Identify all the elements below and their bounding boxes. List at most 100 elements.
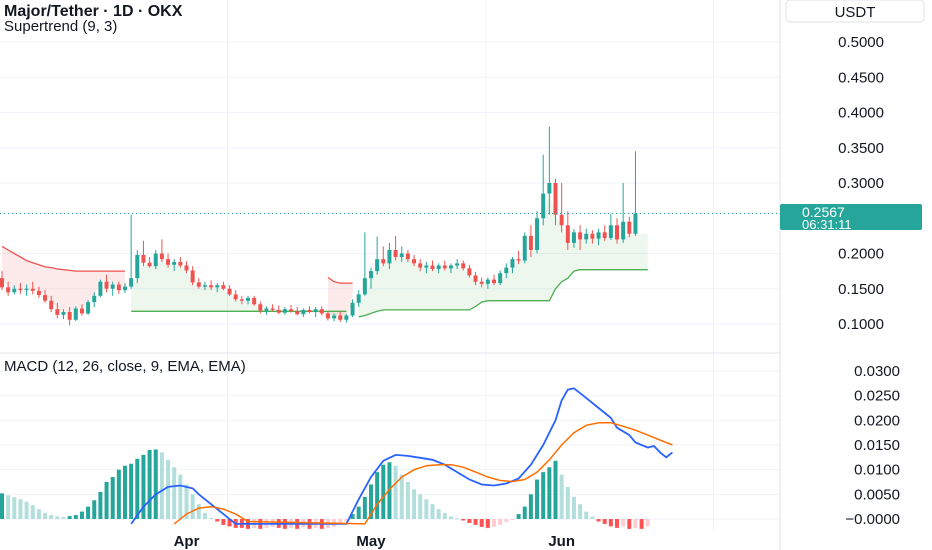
macd-histogram-bar [498,519,503,525]
macd-histogram-bar [270,519,275,527]
candle-body [55,309,60,315]
candle-body [252,297,257,305]
macd-histogram-bar [430,504,435,519]
macd-tick-label: 0.0050 [854,486,900,503]
currency-box[interactable] [785,0,925,23]
macd-histogram-bar [12,497,17,519]
candle-body [147,262,152,267]
candle-body [578,232,583,240]
candle-body [387,249,392,264]
macd-line[interactable] [130,387,673,525]
price-candles[interactable] [0,126,638,326]
candle-body [49,300,54,310]
candle-body [313,309,318,313]
candle-body [442,265,447,269]
candle-body [412,259,417,264]
supertrend-line-up [358,269,648,318]
macd-histogram-bar [504,519,509,522]
price-tick-label: 0.1500 [838,281,884,298]
candle-body [461,263,466,269]
macd-histogram-bar [375,472,380,519]
supertrend-fill-up [131,259,347,320]
macd-histogram-bar [73,515,78,519]
signal-line[interactable] [173,422,673,525]
macd-histogram-bar [43,513,48,519]
macd-histogram-bar [184,484,189,519]
candle-body [436,265,441,270]
candle-body [553,183,558,215]
candle-body [405,253,410,260]
supertrend-indicator-label[interactable]: Supertrend (9, 3) [4,18,117,35]
macd-histogram-bar [356,506,361,519]
candle-body [399,253,404,258]
currency-label: USDT [835,4,876,21]
macd-histogram-bar [221,519,226,525]
time-tick-label: May [356,533,386,550]
candle-body [492,279,496,284]
macd-histogram-bar [627,519,632,529]
macd-histogram-bar [147,449,152,519]
candle-body [92,295,97,303]
macd-tick-label: 0.0150 [854,437,900,454]
macd-histogram-bar [196,504,201,519]
macd-histogram-bar [393,465,398,519]
candle-body [79,308,84,314]
time-tick-label: Apr [174,533,200,550]
candle-body [541,193,546,219]
macd-histogram-bar [110,477,115,519]
macd-histogram-bar [153,449,158,519]
candle-body [159,253,164,260]
candle-body [547,183,552,194]
macd-histogram-bar [18,499,23,519]
macd-histogram-bar [6,495,11,519]
candle-body [430,265,435,270]
macd-histogram-bar [541,472,546,519]
macd-histogram-bar [399,474,404,519]
macd-histogram-bar [123,465,127,519]
candle-body [467,268,472,276]
candle-body [221,285,226,289]
candle-body [510,259,515,268]
candle-body [332,315,337,319]
candle-body [344,315,349,320]
macd-indicator-label[interactable]: MACD (12, 26, close, 9, EMA, EMA) [4,358,246,375]
time-tick-label: Jun [548,533,575,550]
macd-histogram-bar [639,519,644,529]
macd-histogram-bar [369,484,373,519]
macd-histogram-bar [492,519,496,527]
candle-body [325,313,330,319]
candle-body [633,213,638,234]
chart-title[interactable]: Major/Tether · 1D · OKX [4,3,183,20]
macd-histogram-bar [590,516,595,519]
macd-histogram[interactable] [0,449,650,529]
macd-tick-label: −0.0000 [845,511,900,528]
macd-histogram-bar [215,519,220,522]
candle-body [258,304,263,311]
candle-body [196,282,201,287]
candle-body [535,218,540,250]
macd-axis-ticks[interactable]: 0.0300 0.0250 0.0200 0.0150 0.0100 0.0050 −0.0… [845,363,900,528]
candle-body [504,267,509,274]
candle-body [615,225,619,240]
macd-histogram-bar [571,496,576,519]
macd-histogram-bar [86,506,91,519]
macd-histogram-bar [202,513,207,519]
candle-body [571,232,576,243]
candle-body [375,259,380,272]
candle-body [356,294,361,303]
macd-histogram-bar [178,474,183,519]
supertrend-fill-up [358,193,648,317]
price-axis-ticks[interactable]: 0.5000 0.4500 0.4000 0.3500 0.3000 0.2000 0.15… [838,34,884,333]
macd-histogram-bar [61,517,66,519]
candle-body [418,263,423,268]
candle-body [184,265,189,271]
time-axis-ticks[interactable]: Apr May Jun [174,533,575,550]
macd-histogram-bar [448,516,453,519]
macd-histogram-bar [602,519,607,524]
candle-body [6,287,11,293]
price-label-box [780,204,922,230]
macd-histogram-bar [485,519,490,528]
candle-body [559,214,564,226]
candle-body [473,275,478,282]
